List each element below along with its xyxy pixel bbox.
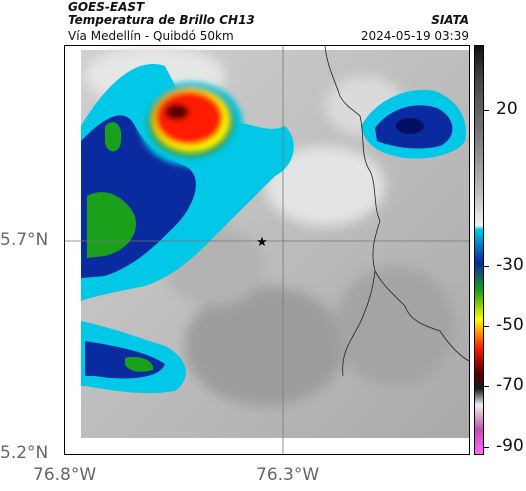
satellite-label: GOES-EAST bbox=[68, 0, 145, 14]
colorbar bbox=[474, 45, 484, 455]
colorbar-label: -50 bbox=[496, 315, 524, 335]
colorbar-tick bbox=[484, 386, 489, 387]
datetime-label: 2024-05-19 03:39 bbox=[360, 29, 469, 43]
colorbar-label: -30 bbox=[496, 255, 524, 275]
route-subtitle: Vía Medellín - Quibdó 50km bbox=[68, 29, 234, 43]
map-canvas: ★ bbox=[65, 46, 469, 454]
lon-tick-label: 76.3°W bbox=[256, 465, 320, 485]
northeast-cloud bbox=[361, 90, 466, 159]
lat-tick-label: 5.2°N bbox=[0, 443, 49, 463]
colorbar-label: -90 bbox=[496, 436, 524, 456]
lat-tick-label: 5.7°N bbox=[0, 230, 49, 250]
colorbar-tick bbox=[484, 326, 489, 327]
colorbar-label: 20 bbox=[496, 99, 518, 119]
colorbar-tick bbox=[484, 266, 489, 267]
department-border bbox=[324, 46, 469, 377]
colorbar-tick bbox=[484, 110, 489, 111]
convective-core bbox=[139, 82, 243, 166]
star-icon: ★ bbox=[256, 235, 268, 250]
org-label: SIATA bbox=[431, 13, 469, 27]
product-title: Temperatura de Brillo CH13 bbox=[68, 13, 255, 27]
satellite-map[interactable]: ★ bbox=[64, 45, 470, 455]
colorbar-label: -70 bbox=[496, 375, 524, 395]
lon-tick-label: 76.8°W bbox=[33, 465, 97, 485]
colorbar-tick bbox=[484, 447, 489, 448]
